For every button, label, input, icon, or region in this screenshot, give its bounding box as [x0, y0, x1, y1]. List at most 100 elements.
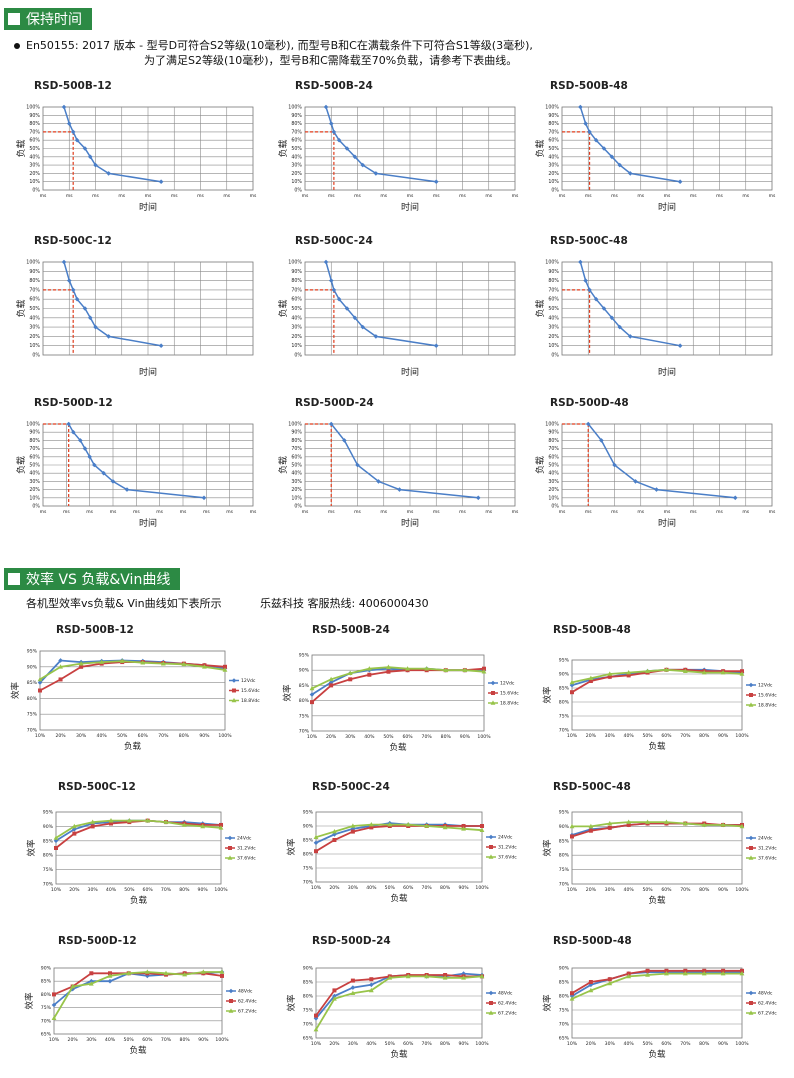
x-tick-label: ms [250, 194, 257, 199]
data-point [71, 429, 76, 435]
data-point [89, 971, 94, 976]
x-axis-label: 负载 [648, 895, 666, 906]
chart-rsd-500b-24: RSD-500B-24 0% 10% 20% 30% 40% 50% 60% 70% 80% 90%… [277, 80, 519, 213]
chart-rsd-500d-48: RSD-500D-48 0% 10% 20% 30% 40% 50% 60% 70% 80% 90%… [534, 397, 776, 529]
data-point [442, 975, 448, 980]
x-tick-label: 10% [311, 1041, 322, 1047]
y-tick-label: 0% [294, 353, 302, 359]
chart-title: RSD-500D-12 [58, 935, 137, 947]
y-tick-label: 80% [29, 438, 40, 444]
data-point [702, 968, 707, 973]
series-line [587, 423, 736, 499]
y-tick-label: 90% [548, 113, 559, 119]
data-point [424, 666, 430, 671]
data-point [748, 855, 754, 860]
data-point [627, 334, 633, 339]
x-tick-label: 90% [458, 1041, 469, 1047]
series-line-31.2Vdc [315, 825, 482, 852]
chart-rsd-500b-24: RSD-500B-24 70% 75% 80% 85% 90% 95% 10% 20% 30% 40… [282, 624, 519, 753]
chart-title: RSD-500D-24 [312, 935, 391, 947]
chart-rsd-500c-12: RSD-500C-12 70% 75% 80% 85% 90% 95% 10% 20% 30% 40… [26, 781, 256, 906]
data-point [376, 479, 381, 484]
data-point [607, 825, 612, 830]
data-point [70, 287, 76, 293]
y-axis-label: 负载 [277, 139, 289, 157]
data-point [609, 154, 615, 160]
chart-title: RSD-500D-12 [34, 397, 113, 409]
data-point [626, 822, 631, 827]
data-point [99, 659, 105, 664]
data-point [37, 680, 43, 685]
x-tick-label: 90% [199, 733, 210, 739]
x-tick-label: 10% [311, 885, 322, 891]
data-point [682, 971, 688, 976]
y-tick-label: 60% [29, 138, 40, 144]
x-tick-label: ms [380, 510, 387, 515]
x-axis-label: 时间 [658, 201, 676, 213]
x-tick-label: 50% [385, 885, 396, 891]
y-tick-label: 10% [548, 179, 559, 185]
y-axis-label: 效率 [542, 686, 553, 704]
data-point [106, 334, 111, 339]
x-tick-label: ms [133, 510, 140, 515]
x-tick-label: 80% [440, 885, 451, 891]
data-point [588, 828, 593, 833]
data-point [405, 973, 411, 979]
y-tick-label: 90% [559, 672, 570, 678]
data-point [350, 978, 355, 983]
x-axis-label: 时间 [401, 517, 419, 529]
y-tick-label: 70% [27, 728, 38, 734]
data-point [54, 846, 58, 850]
y-tick-label: 20% [29, 171, 40, 177]
y-tick-label: 95% [43, 810, 54, 816]
data-point [612, 462, 617, 468]
square-icon [8, 13, 20, 25]
data-point [313, 1027, 319, 1032]
y-tick-label: 0% [551, 504, 559, 510]
data-point [79, 664, 84, 669]
y-tick-label: 30% [29, 479, 40, 485]
y-tick-label: 30% [291, 325, 302, 331]
data-point [182, 972, 188, 977]
y-tick-label: 100% [545, 422, 559, 428]
y-axis-label: 负载 [15, 299, 27, 317]
data-point [626, 973, 632, 979]
y-tick-label: 30% [291, 479, 302, 485]
y-tick-label: 90% [548, 430, 559, 436]
x-axis-label: 时间 [401, 366, 419, 378]
data-point [163, 819, 169, 824]
x-tick-label: 20% [329, 1041, 340, 1047]
x-tick-label: 70% [422, 885, 433, 891]
x-tick-label: 60% [142, 1037, 153, 1043]
data-point [748, 835, 754, 841]
y-tick-label: 0% [32, 188, 40, 194]
y-tick-label: 40% [548, 154, 559, 160]
y-tick-label: 10% [291, 343, 302, 349]
x-tick-label: 100% [735, 1041, 749, 1047]
legend-label: 67.2Vdc [238, 1009, 257, 1015]
y-tick-label: 50% [29, 146, 40, 152]
data-point [701, 822, 707, 827]
data-point [654, 487, 659, 492]
y-tick-label: 10% [291, 179, 302, 185]
y-tick-label: 50% [291, 463, 302, 469]
y-tick-label: 95% [27, 649, 38, 655]
y-tick-label: 80% [548, 278, 559, 284]
legend-label: 37.6Vdc [498, 855, 517, 861]
chart-title: RSD-500C-48 [553, 781, 631, 793]
x-tick-label: 40% [366, 885, 377, 891]
x-tick-label: 20% [329, 885, 340, 891]
data-point [664, 819, 669, 824]
data-point [645, 972, 650, 977]
legend-label: 15.6Vdc [758, 693, 777, 699]
data-point [158, 179, 164, 184]
x-tick-label: 70% [680, 733, 691, 739]
x-axis-label: 时间 [401, 201, 419, 213]
y-axis-label: 效率 [26, 839, 37, 857]
data-point [405, 666, 410, 671]
data-point [82, 306, 88, 311]
data-point [342, 438, 347, 443]
x-tick-label: 90% [718, 887, 729, 893]
x-tick-label: 100% [735, 733, 749, 739]
x-axis-label: 时间 [139, 201, 157, 213]
